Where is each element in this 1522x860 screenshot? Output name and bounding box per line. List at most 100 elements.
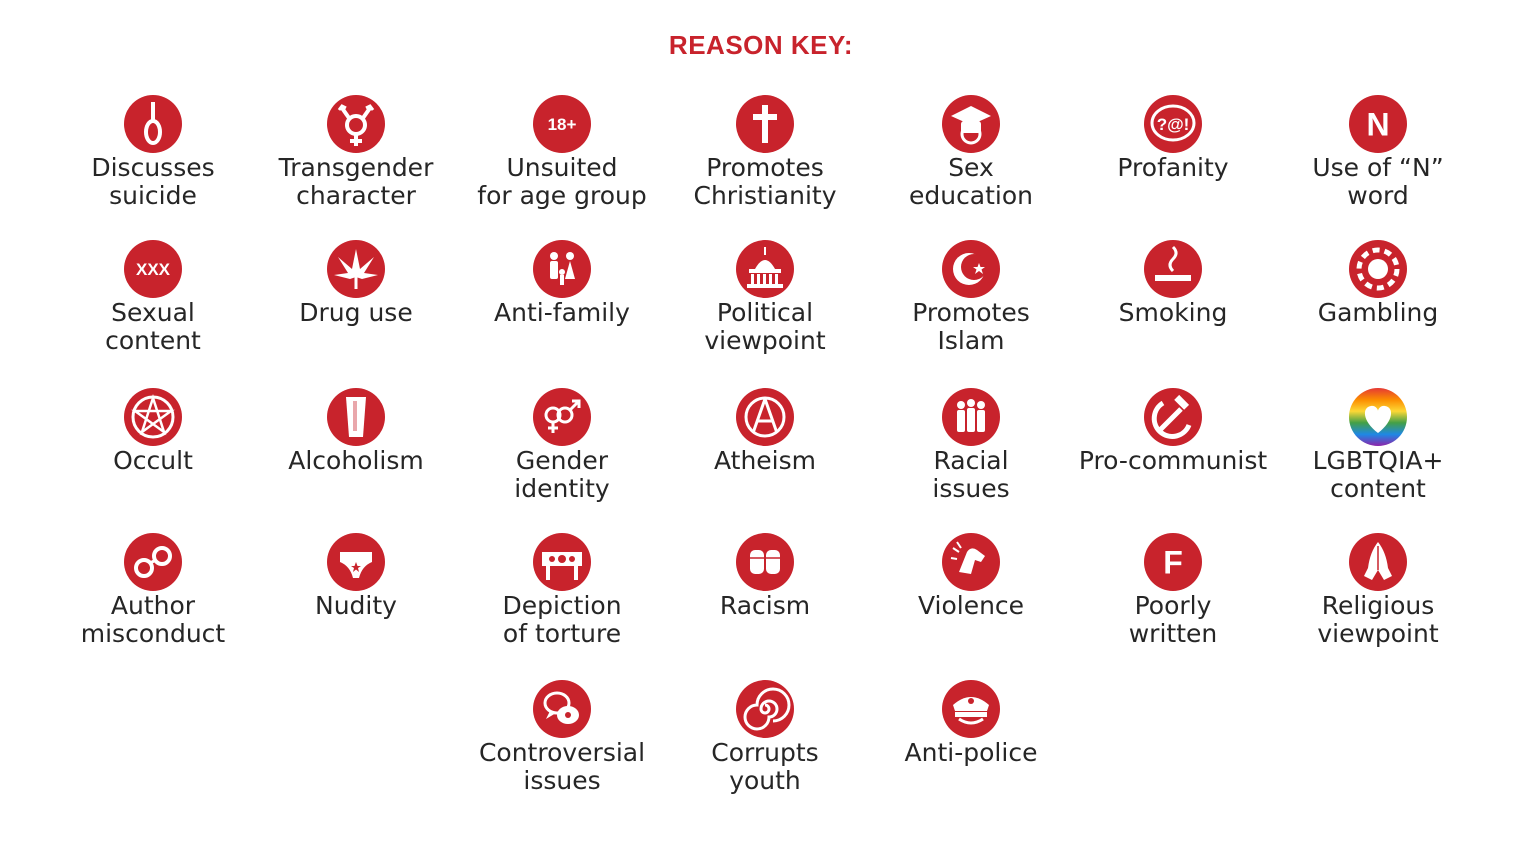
reason-label: Use of “N” word — [1312, 154, 1443, 210]
graduation-cap-icon — [941, 94, 1001, 154]
reason-label-line: issues — [523, 766, 601, 795]
reason-label-line: Corrupts — [711, 738, 819, 767]
reason-item: Controversial issues — [462, 679, 662, 795]
reason-item: Smoking — [1073, 239, 1273, 327]
reason-label-line: of torture — [502, 619, 622, 648]
pentagram-icon — [123, 387, 183, 447]
reason-label-line: character — [296, 181, 416, 210]
reason-label-line: education — [908, 181, 1034, 210]
police-cap-icon — [941, 679, 1001, 739]
reason-label-line: Smoking — [1118, 298, 1228, 327]
reason-label: Unsuited for age group — [477, 154, 646, 210]
speech-bubble-swear-icon: ?@! — [1143, 94, 1203, 154]
reason-label-line: viewpoint — [1317, 619, 1439, 648]
reason-item: XXX Sexual content — [53, 239, 253, 355]
reason-label-line: content — [1330, 474, 1426, 503]
family-icon — [532, 239, 592, 299]
reason-label: Anti-police — [905, 739, 1038, 767]
cigarette-icon — [1143, 239, 1203, 299]
reason-label-line: Discusses — [91, 153, 215, 182]
reason-item: Racial issues — [871, 387, 1071, 503]
reason-label: Promotes Islam — [912, 299, 1030, 355]
reason-label: Promotes Christianity — [693, 154, 836, 210]
reason-label-line: Promotes — [706, 153, 824, 182]
reason-label-line: Transgender — [278, 153, 434, 182]
reason-item: Corrupts youth — [665, 679, 865, 795]
reason-item: 18+ Unsuited for age group — [462, 94, 662, 210]
gender-symbols-icon — [532, 387, 592, 447]
reason-label: Anti-family — [494, 299, 630, 327]
swirl-icon — [735, 679, 795, 739]
letter-n-icon: N — [1348, 94, 1408, 154]
crescent-star-icon — [941, 239, 1001, 299]
reason-item: Promotes Islam — [871, 239, 1071, 355]
reason-item: Transgender character — [256, 94, 456, 210]
reason-item: ?@! Profanity — [1073, 94, 1273, 182]
reason-item: Promotes Christianity — [665, 94, 865, 210]
reason-label: Gambling — [1318, 299, 1439, 327]
punch-icon — [941, 532, 1001, 592]
reason-label-line: Controversial — [478, 738, 646, 767]
hammer-sickle-icon — [1143, 387, 1203, 447]
reason-label: Religious viewpoint — [1317, 592, 1438, 648]
icon-glyph: F — [1163, 545, 1183, 581]
reason-item: Nudity — [256, 532, 456, 620]
reason-label-line: Occult — [113, 446, 193, 475]
reason-item: Sex education — [871, 94, 1071, 210]
reason-item: Pro-communist — [1073, 387, 1273, 475]
underwear-icon — [326, 532, 386, 592]
reason-item: Political viewpoint — [665, 239, 865, 355]
reason-item: Racism — [665, 532, 865, 620]
reason-label-line: Racism — [719, 591, 811, 620]
reason-label: Political viewpoint — [704, 299, 825, 355]
transgender-symbol-icon — [326, 94, 386, 154]
xxx-icon: XXX — [123, 239, 183, 299]
reason-label: Nudity — [315, 592, 397, 620]
raised-fists-icon — [735, 532, 795, 592]
reason-label-line: LGBTQIA+ — [1312, 446, 1444, 475]
reason-label: Smoking — [1119, 299, 1228, 327]
reason-item: Drug use — [256, 239, 456, 327]
reason-label: Violence — [918, 592, 1024, 620]
reason-label: Poorly written — [1129, 592, 1218, 648]
reason-item: Discusses suicide — [53, 94, 253, 210]
reason-label-line: Atheism — [713, 446, 816, 475]
reason-label-line: content — [105, 326, 201, 355]
reason-label-line: Drug use — [299, 298, 413, 327]
reason-label-line: Author — [110, 591, 196, 620]
reason-label-line: for age group — [477, 181, 647, 210]
reason-label-line: Sexual — [111, 298, 195, 327]
reason-item: Religious viewpoint — [1278, 532, 1478, 648]
reason-item: Author misconduct — [53, 532, 253, 648]
reason-label-line: Religious — [1321, 591, 1435, 620]
beer-glass-icon — [326, 387, 386, 447]
reason-label: Racial issues — [932, 447, 1009, 503]
stocks-torture-icon — [532, 532, 592, 592]
reason-label-line: Islam — [937, 326, 1005, 355]
reason-label-line: Anti-police — [904, 738, 1038, 767]
eighteen-plus-icon: 18+ — [532, 94, 592, 154]
letter-f-icon: F — [1143, 532, 1203, 592]
reason-label-line: suicide — [109, 181, 197, 210]
reason-label: Sex education — [909, 154, 1033, 210]
people-group-icon — [941, 387, 1001, 447]
cross-icon — [735, 94, 795, 154]
reason-item: Occult — [53, 387, 253, 475]
rainbow-heart-icon — [1348, 387, 1408, 447]
reason-label: Gender identity — [514, 447, 609, 503]
reason-label: LGBTQIA+ content — [1313, 447, 1444, 503]
reason-label: Pro-communist — [1079, 447, 1267, 475]
reason-label-line: viewpoint — [704, 326, 826, 355]
reason-label-line: Promotes — [912, 298, 1030, 327]
reason-item: Atheism — [665, 387, 865, 475]
reason-label-line: Anti-family — [494, 298, 630, 327]
reason-label: Occult — [113, 447, 193, 475]
icon-glyph: 18+ — [548, 115, 577, 134]
reason-item: Violence — [871, 532, 1071, 620]
reason-label-line: Violence — [917, 591, 1025, 620]
reason-label-line: youth — [729, 766, 801, 795]
reason-item: Gambling — [1278, 239, 1478, 327]
reason-item: N Use of “N” word — [1278, 94, 1478, 210]
icon-glyph: ?@! — [1157, 115, 1190, 134]
reason-label-line: Political — [716, 298, 814, 327]
